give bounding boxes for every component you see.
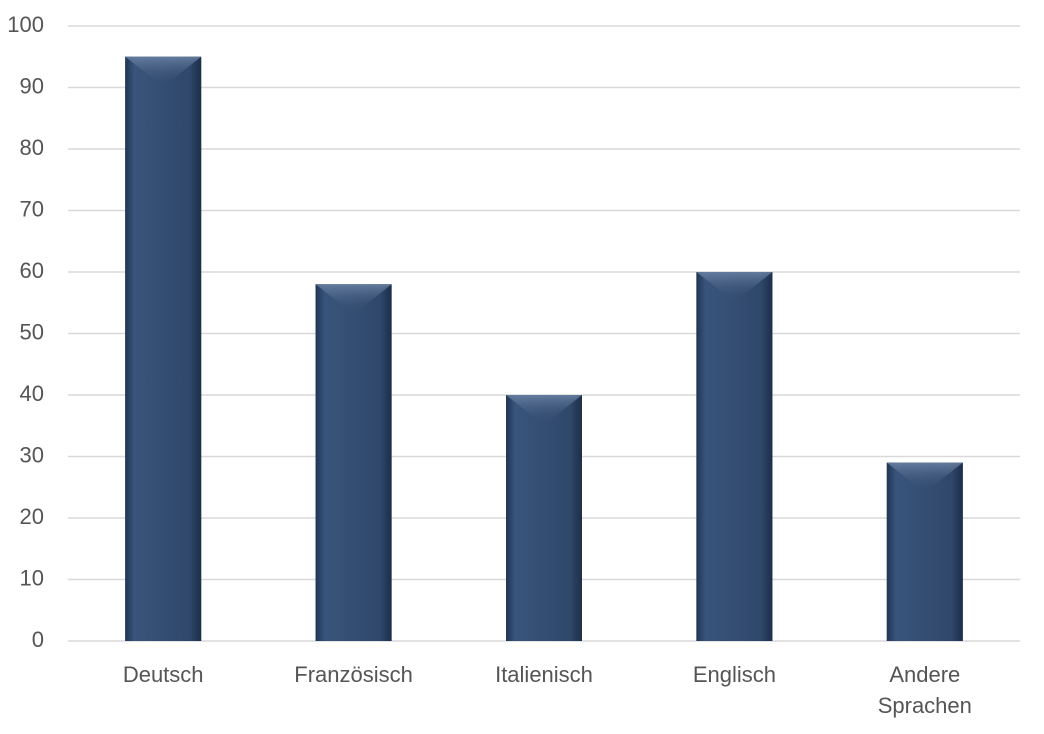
y-tick-label: 10 xyxy=(20,565,44,590)
x-tick-label: Deutsch xyxy=(122,662,204,687)
bar-bevel xyxy=(315,284,392,315)
bar-shade xyxy=(125,56,202,641)
bar-bevel xyxy=(506,395,582,425)
y-tick-label: 90 xyxy=(20,73,44,98)
x-tick-label: Andere Sprachen xyxy=(877,662,972,718)
y-tick-label: 70 xyxy=(20,196,44,221)
y-tick-label: 40 xyxy=(20,381,44,406)
y-tick-label: 0 xyxy=(32,627,44,652)
bar-bevel xyxy=(696,272,773,302)
y-tick-label: 20 xyxy=(20,504,44,529)
y-tick-label: 80 xyxy=(20,135,44,160)
y-tick-label: 50 xyxy=(20,319,44,344)
bar-shade xyxy=(315,284,392,641)
y-tick-label: 60 xyxy=(20,258,44,283)
bar-bevel xyxy=(125,56,202,87)
bar-shade xyxy=(506,395,582,641)
y-tick-label: 30 xyxy=(20,442,44,467)
bar-bevel xyxy=(886,462,963,493)
x-tick-label: Französisch xyxy=(294,662,413,687)
x-tick-label: Italienisch xyxy=(495,662,593,687)
bar-shade xyxy=(696,272,773,641)
y-tick-label: 100 xyxy=(7,12,44,37)
x-tick-label: Englisch xyxy=(692,662,776,687)
